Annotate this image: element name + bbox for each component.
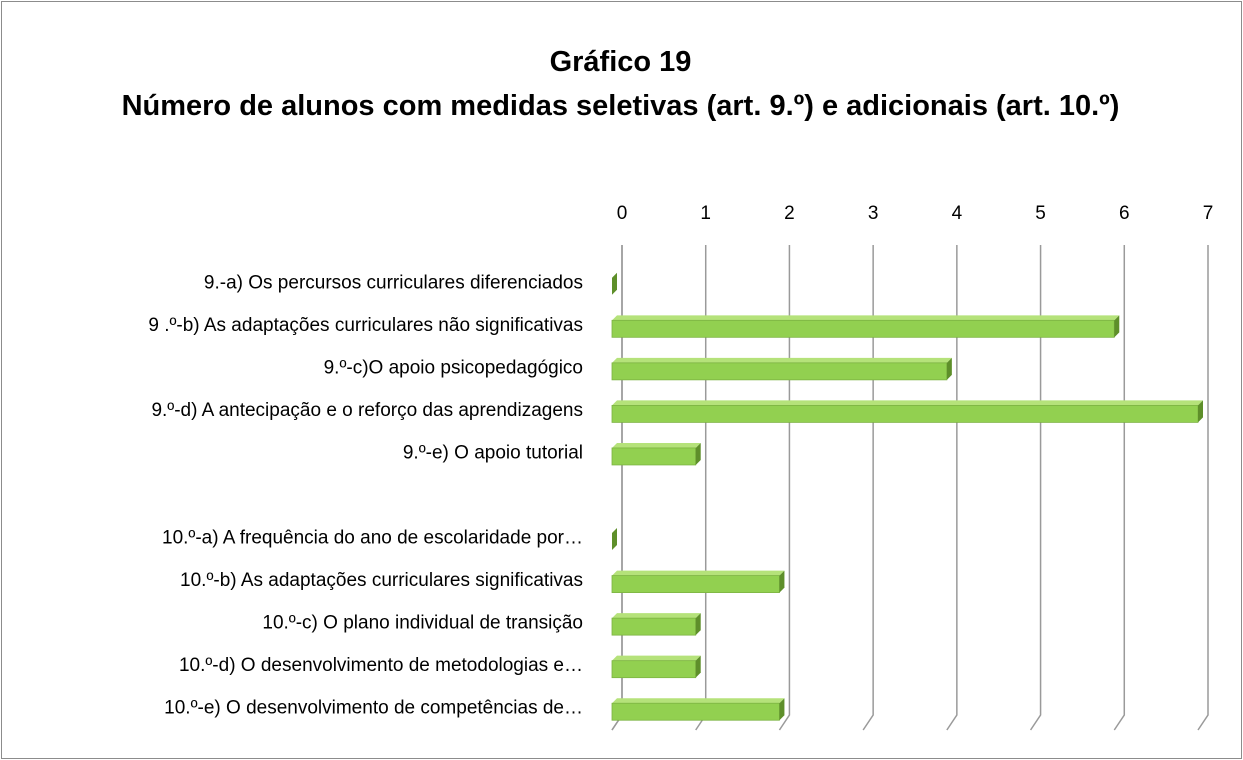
bar-top (612, 315, 1120, 321)
y-tick-label: 9.º-c)O apoio psicopedagógico (324, 357, 583, 378)
chart-subtitle: Número de alunos com medidas seletivas (… (121, 90, 1120, 122)
bar (611, 570, 785, 593)
bar-side (1198, 400, 1203, 423)
bar (611, 357, 952, 381)
bar-top (612, 357, 952, 363)
y-tick-label: 10.º-b) As adaptações curriculares signi… (180, 570, 583, 591)
bar-side (612, 272, 617, 295)
bar (611, 655, 701, 679)
y-tick-label: 10.º-e) O desenvolvimento de competência… (164, 698, 583, 719)
grid-line (1197, 245, 1209, 731)
y-tick-label: 9 .º-b) As adaptações curriculares não s… (148, 315, 583, 336)
x-tick-label: 3 (868, 203, 879, 224)
x-tick-label: 6 (1119, 203, 1130, 224)
bar-top (612, 442, 701, 448)
bar-front (611, 362, 948, 381)
y-tick-label: 10.º-d) O desenvolvimento de metodologia… (179, 655, 583, 676)
bar-front (611, 405, 1199, 423)
bar (611, 315, 1120, 338)
x-tick-label: 0 (617, 203, 628, 224)
bar-side (695, 613, 701, 636)
bar-top (612, 698, 785, 704)
bar (611, 698, 785, 721)
bar-front (611, 702, 780, 721)
bar-side (695, 655, 701, 678)
bar-front (611, 319, 1115, 338)
bar-top (612, 570, 785, 576)
bar (612, 528, 617, 551)
y-tick-label: 10.º-c) O plano individual de transição (262, 613, 583, 634)
bar-top (612, 400, 1203, 406)
bar (611, 400, 1203, 423)
bar-top (612, 613, 701, 619)
y-tick-label: 9.-a) Os percursos curriculares diferenc… (204, 272, 583, 293)
x-tick-label: 1 (700, 203, 711, 224)
bar-side (946, 357, 952, 380)
bar-front (611, 447, 697, 466)
y-tick-label: 9.º-e) O apoio tutorial (403, 442, 583, 463)
x-tick-label: 2 (784, 203, 795, 224)
x-tick-label: 5 (1035, 203, 1046, 224)
bar-top (612, 655, 701, 661)
bar-side (779, 698, 785, 721)
bar-front (611, 660, 697, 679)
bar-side (1114, 315, 1120, 338)
bar-side (695, 442, 701, 465)
bar (612, 272, 617, 295)
y-tick-label: 10.º-a) A frequência do ano de escolarid… (162, 528, 583, 549)
y-tick-label: 9.º-d) A antecipação e o reforço das apr… (151, 400, 583, 421)
chart-title: Gráfico 19 (549, 46, 692, 78)
x-tick-label: 4 (952, 203, 963, 224)
bar (611, 442, 701, 466)
bar-side (612, 528, 617, 551)
bar-side (779, 570, 785, 593)
bar-front (611, 575, 780, 593)
bar-front (611, 617, 697, 636)
x-tick-label: 7 (1203, 203, 1214, 224)
bar (611, 613, 701, 636)
chart-header: Gráfico 19 Número de alunos com medidas … (0, 40, 1241, 128)
